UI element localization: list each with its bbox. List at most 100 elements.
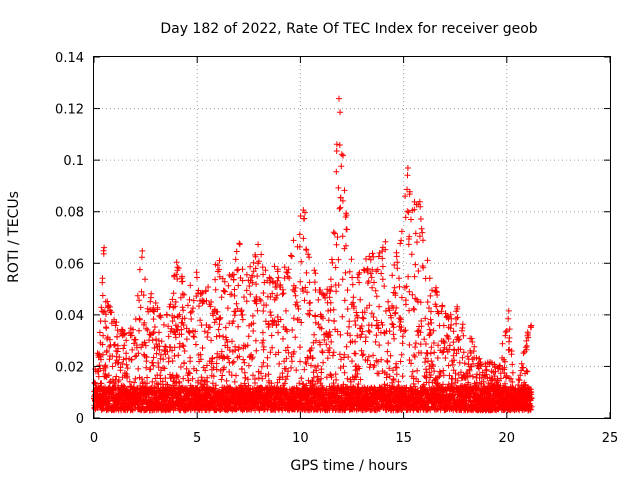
data-point	[259, 339, 266, 346]
data-point	[386, 307, 393, 314]
data-point	[420, 237, 426, 244]
data-point	[332, 371, 339, 378]
data-point	[181, 359, 188, 366]
data-point	[197, 317, 204, 324]
data-point	[216, 316, 223, 323]
data-point	[359, 352, 366, 359]
data-point	[467, 372, 473, 379]
data-point	[489, 376, 496, 383]
data-point	[451, 347, 458, 354]
data-point	[438, 308, 445, 315]
data-point	[269, 290, 276, 297]
data-point	[373, 332, 380, 339]
data-point	[384, 348, 391, 355]
data-point	[169, 318, 176, 325]
data-point	[263, 302, 270, 309]
data-point	[406, 357, 413, 363]
data-point	[151, 308, 158, 315]
data-point	[427, 372, 434, 378]
data-point	[382, 246, 389, 253]
data-point	[448, 321, 455, 328]
data-point	[373, 317, 380, 324]
data-point	[152, 300, 159, 306]
data-point	[506, 334, 513, 341]
data-point	[259, 375, 266, 382]
data-point	[327, 307, 334, 314]
data-point	[174, 264, 181, 271]
data-point	[384, 358, 391, 365]
data-point	[249, 354, 256, 361]
data-point	[339, 233, 346, 240]
data-point	[286, 275, 293, 282]
data-point	[285, 266, 292, 273]
data-point	[464, 353, 471, 360]
data-point	[315, 296, 322, 303]
data-point	[369, 250, 376, 257]
data-point	[114, 333, 121, 340]
data-point	[180, 375, 187, 382]
data-point	[506, 326, 513, 333]
data-point	[260, 337, 267, 344]
data-point	[427, 329, 434, 336]
data-point	[404, 208, 411, 215]
data-point	[98, 380, 105, 387]
data-point	[411, 206, 418, 213]
data-point	[306, 307, 313, 314]
data-point	[282, 376, 289, 383]
data-point	[297, 213, 304, 219]
data-point	[254, 307, 261, 314]
data-point	[250, 320, 257, 327]
data-point	[369, 284, 376, 291]
data-point	[333, 141, 340, 148]
data-point	[433, 303, 440, 310]
data-point	[379, 276, 386, 283]
data-point	[279, 374, 286, 381]
data-point	[436, 368, 443, 375]
data-point	[202, 367, 209, 374]
data-point	[260, 359, 267, 366]
data-point	[424, 299, 431, 305]
data-point	[189, 375, 196, 382]
data-point	[390, 324, 397, 331]
data-point	[245, 362, 252, 369]
data-point	[354, 332, 361, 339]
data-point	[115, 377, 122, 383]
data-point	[348, 256, 355, 263]
data-point	[143, 354, 150, 361]
data-point	[218, 376, 225, 383]
data-point	[501, 364, 508, 371]
data-point	[431, 368, 438, 375]
data-point	[204, 334, 211, 340]
data-point	[203, 297, 210, 304]
data-point	[160, 356, 167, 363]
data-point	[341, 297, 348, 304]
data-point	[172, 299, 179, 305]
data-point	[175, 352, 182, 359]
data-point	[249, 312, 256, 319]
data-point	[414, 367, 421, 374]
data-point	[174, 373, 181, 380]
data-point	[216, 321, 223, 328]
data-point	[375, 358, 381, 365]
data-point	[296, 231, 303, 238]
data-point	[480, 383, 487, 390]
data-point	[121, 342, 128, 349]
data-point	[194, 274, 200, 281]
data-point	[394, 259, 401, 266]
data-point	[285, 368, 291, 375]
data-point	[191, 334, 198, 340]
data-point	[452, 370, 459, 377]
data-point	[393, 360, 400, 367]
data-point	[365, 353, 372, 360]
data-point	[336, 351, 343, 358]
data-point	[257, 297, 264, 304]
data-point	[91, 380, 98, 387]
data-point	[372, 338, 379, 345]
data-point	[274, 266, 281, 273]
data-point	[321, 337, 328, 343]
data-point	[473, 379, 480, 386]
data-point	[221, 354, 228, 361]
data-point	[389, 321, 396, 328]
data-point	[211, 319, 218, 326]
data-point	[187, 309, 194, 316]
